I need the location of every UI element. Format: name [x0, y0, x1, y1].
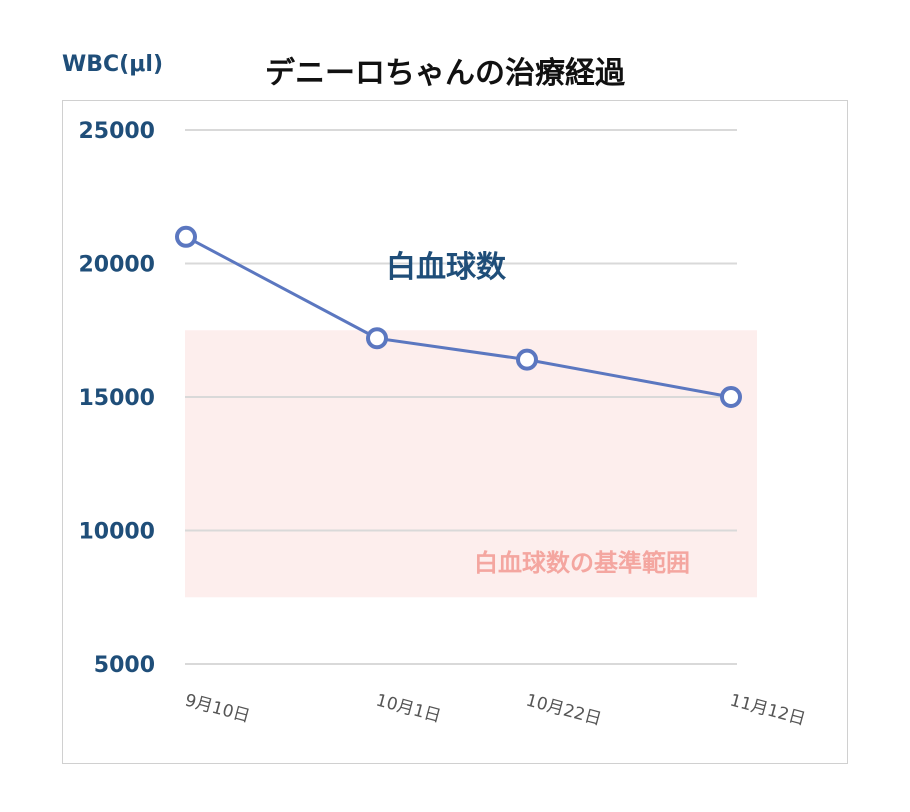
series-label: 白血球数 — [386, 250, 507, 285]
data-point — [366, 327, 388, 350]
plot-frame — [62, 100, 848, 764]
y-tick-label: 15000 — [78, 386, 155, 411]
y-tick-label: 20000 — [78, 253, 155, 278]
x-tick-label: 10月22日 — [524, 691, 604, 730]
data-point — [175, 225, 197, 248]
x-tick-label: 9月10日 — [183, 691, 252, 728]
reference-band-label: 白血球数の基準範囲 — [474, 549, 690, 577]
y-tick-label: 10000 — [78, 520, 155, 545]
data-point — [720, 386, 742, 408]
x-tick-label: 11月12日 — [728, 691, 808, 730]
reference-band — [185, 330, 757, 598]
data-point — [516, 348, 538, 371]
y-tick-label: 25000 — [78, 119, 155, 144]
y-axis-unit-label: WBC(μl) — [62, 52, 164, 77]
x-tick-label: 10月1日 — [374, 691, 443, 728]
y-tick-label: 5000 — [94, 653, 155, 678]
chart-title: デニーロちゃんの治療経過 — [265, 56, 625, 91]
series-line — [185, 235, 732, 399]
